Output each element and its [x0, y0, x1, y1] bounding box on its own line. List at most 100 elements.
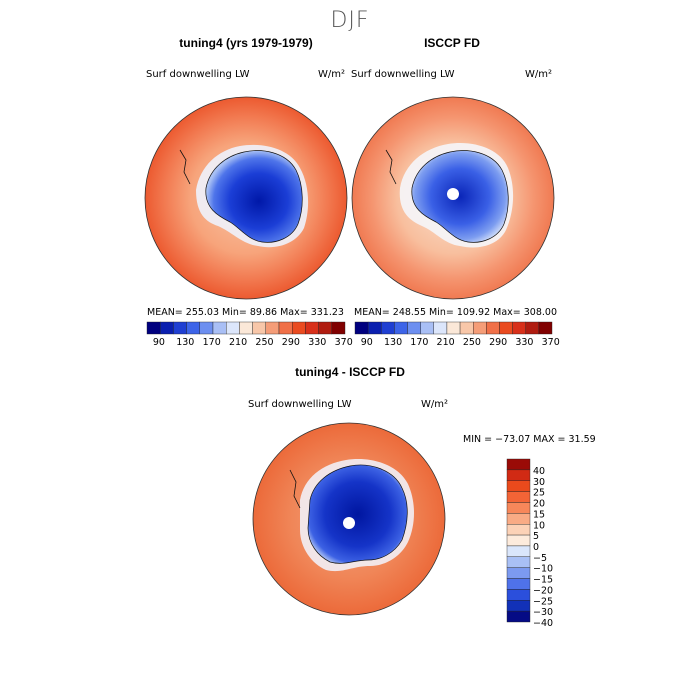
colorbar-swatch — [252, 321, 267, 335]
colorbar-tick-label: 90 — [153, 337, 165, 348]
diff-colorbar-tick-label: 25 — [533, 488, 545, 499]
colorbar-swatch — [305, 321, 319, 335]
diff-colorbar-swatch — [506, 524, 531, 536]
colorbar-swatch — [239, 321, 253, 335]
colorbar-tick-label: 330 — [308, 337, 326, 348]
diff-colorbar-swatch — [506, 534, 531, 547]
panel1-stats: MEAN= 255.03 Min= 89.86 Max= 331.23 — [147, 307, 344, 318]
diff-colorbar-swatch — [506, 578, 531, 590]
diff-colorbar-swatch — [506, 480, 531, 492]
colorbar-swatch — [538, 321, 553, 335]
panel2-map — [351, 96, 555, 300]
colorbar-tick-label: 210 — [229, 337, 247, 348]
colorbar-tick-label: 330 — [515, 337, 533, 348]
panel2-title: ISCCP FD — [424, 36, 480, 50]
panel3-pole-hole — [343, 517, 355, 529]
diff-colorbar-swatch — [506, 567, 531, 579]
colorbar-swatch — [525, 321, 540, 335]
diff-colorbar-tick-label: 30 — [533, 477, 545, 488]
colorbar-panel2-ticks: 90 130 170 210 250 290 330 370 — [361, 337, 560, 348]
panel3-units: W/m² — [421, 399, 449, 410]
diff-colorbar-tick-label: 10 — [533, 520, 545, 531]
colorbar-tick-label: 250 — [255, 337, 273, 348]
diff-colorbar-tick-label: 40 — [533, 466, 545, 477]
colorbar-panel2 — [354, 321, 553, 335]
panel2-stats: MEAN= 248.55 Min= 109.92 Max= 308.00 — [354, 307, 558, 318]
colorbar-panel1 — [146, 321, 346, 335]
colorbar-tick-label: 130 — [176, 337, 194, 348]
panel1-units: W/m² — [318, 69, 346, 80]
diff-colorbar-swatch — [506, 610, 531, 623]
diff-colorbar-swatch — [506, 469, 531, 481]
colorbar-swatch — [381, 321, 395, 335]
colorbar-swatch — [225, 321, 240, 335]
diff-colorbar-tick-label: 15 — [533, 509, 545, 520]
colorbar-swatch — [173, 321, 187, 335]
colorbar-tick-label: 290 — [489, 337, 507, 348]
diff-colorbar-swatch — [506, 458, 531, 471]
panel1-map — [144, 96, 348, 300]
diff-colorbar-tick-label: −15 — [533, 575, 553, 586]
colorbar-tick-label: 370 — [542, 337, 560, 348]
colorbar-swatch — [146, 321, 161, 335]
panel1-variable: Surf downwelling LW — [146, 69, 250, 80]
panel2-peninsula-outline — [385, 149, 397, 185]
panel3-stats: MIN = −73.07 MAX = 31.59 — [463, 434, 596, 445]
panel3-map — [252, 422, 446, 616]
colorbar-swatch — [420, 321, 434, 335]
colorbar-swatch — [499, 321, 513, 335]
colorbar-tick-label: 290 — [282, 337, 300, 348]
panel3-title: tuning4 - ISCCP FD — [295, 365, 405, 379]
diff-colorbar-swatch — [506, 502, 531, 514]
diff-colorbar-tick-label: −10 — [533, 564, 553, 575]
panel1-title: tuning4 (yrs 1979-1979) — [179, 36, 313, 50]
colorbar-swatch — [292, 321, 306, 335]
panel1-antarctica — [205, 150, 303, 243]
diff-colorbar-swatch — [506, 556, 531, 568]
colorbar-swatch — [212, 321, 227, 335]
diff-colorbar-tick-label: 0 — [533, 542, 539, 553]
diff-colorbar-tick-label: −25 — [533, 596, 553, 607]
colorbar-tick-label: 170 — [410, 337, 428, 348]
panel2-units: W/m² — [525, 69, 553, 80]
diff-colorbar-tick-label: −20 — [533, 585, 553, 596]
diff-colorbar-swatch — [506, 600, 531, 612]
panel3-antarctica — [307, 464, 408, 564]
colorbar-tick-label: 210 — [437, 337, 455, 348]
colorbar-swatch — [459, 321, 474, 335]
diff-colorbar-swatch — [506, 513, 531, 525]
colorbar-swatch — [278, 321, 293, 335]
panel3-variable: Surf downwelling LW — [248, 399, 352, 410]
panel3-peninsula-outline — [289, 469, 301, 509]
colorbar-swatch — [265, 321, 280, 335]
colorbar-tick-label: 250 — [463, 337, 481, 348]
colorbar-swatch — [159, 321, 174, 335]
colorbar-swatch — [407, 321, 421, 335]
diff-colorbar-tick-label: −5 — [533, 553, 547, 564]
colorbar-swatch — [512, 321, 526, 335]
figure-title: DJF — [330, 8, 370, 33]
colorbar-tick-label: 90 — [361, 337, 373, 348]
diff-colorbar-tick-label: −40 — [533, 618, 553, 629]
colorbar-tick-label: 370 — [335, 337, 353, 348]
colorbar-tick-label: 130 — [384, 337, 402, 348]
panel2-pole-hole — [447, 188, 459, 200]
colorbar-tick-label: 170 — [203, 337, 221, 348]
diff-colorbar-tick-label: 20 — [533, 499, 545, 510]
colorbar-swatch — [331, 321, 346, 335]
diff-colorbar-tick-label: −30 — [533, 607, 553, 618]
colorbar-swatch — [354, 321, 369, 335]
colorbar-diff — [506, 458, 531, 623]
diff-colorbar-swatch — [506, 491, 531, 503]
colorbar-swatch — [473, 321, 487, 335]
colorbar-swatch — [199, 321, 214, 335]
diff-colorbar-swatch — [506, 589, 531, 601]
diff-colorbar-swatch — [506, 545, 531, 558]
colorbar-swatch — [486, 321, 500, 335]
panel1-peninsula-outline — [179, 149, 191, 185]
diff-colorbar-tick-label: 5 — [533, 531, 539, 542]
panel2-variable: Surf downwelling LW — [351, 69, 455, 80]
panel2-antarctica — [411, 150, 509, 243]
